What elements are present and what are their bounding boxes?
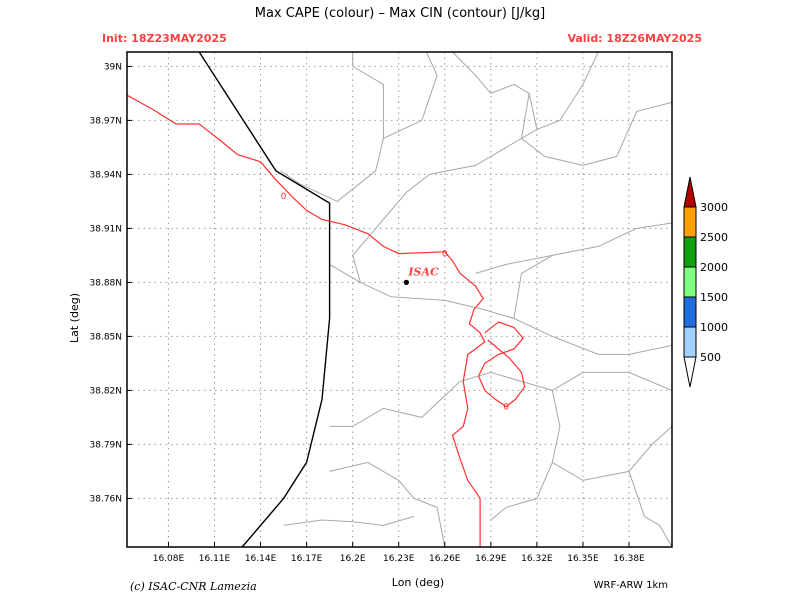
- admin-boundary-line: [329, 371, 673, 427]
- plot-frame: [126, 51, 673, 548]
- init-time-label: Init: 18Z23MAY2025: [102, 32, 227, 45]
- x-tick-label: 16.29E: [475, 554, 507, 564]
- admin-boundaries: [280, 51, 673, 548]
- colorbar-bottom-arrow: [683, 356, 697, 388]
- x-tick-label: 16.2E: [340, 554, 366, 564]
- colorbar-label: 2000: [700, 261, 728, 274]
- admin-boundary-line: [628, 471, 673, 548]
- x-tick-label: 16.38E: [613, 554, 645, 564]
- y-tick-label: 38.79N: [90, 440, 123, 450]
- x-tick-label: 16.11E: [199, 554, 231, 564]
- x-tick-label: 16.23E: [383, 554, 415, 564]
- admin-boundary-line: [283, 515, 415, 526]
- admin-boundary-line: [329, 263, 673, 355]
- station-marker-group: ISAC: [403, 265, 439, 285]
- colorbar-swatch: [683, 206, 697, 238]
- colorbar-label: 3000: [700, 201, 728, 214]
- colorbar-swatch: [683, 326, 697, 358]
- grid-lines: [127, 52, 672, 547]
- colorbar-label: 500: [700, 351, 721, 364]
- credit-text: (c) ISAC-CNR Lamezia: [130, 580, 257, 593]
- y-tick-label: 38.88N: [90, 278, 123, 288]
- admin-boundary-line: [490, 390, 561, 521]
- coastline-border-line: [198, 51, 331, 548]
- cin-contour-line: [126, 94, 486, 547]
- admin-boundary-line: [552, 426, 673, 481]
- cin-contour-label: 0: [442, 250, 448, 260]
- admin-boundary-line: [475, 222, 673, 274]
- x-tick-label: 16.08E: [153, 554, 185, 564]
- y-axis-label: Lat (deg): [68, 293, 81, 343]
- colorbar: 3000 2500 2000 1500 1000 500: [683, 176, 728, 388]
- cin-contour-label: 0: [503, 403, 509, 413]
- colorbar-label: 1000: [700, 321, 728, 334]
- x-axis-ticks: 16.08E 16.11E 16.14E 16.17E 16.2E 16.23E 16.26…: [153, 542, 645, 564]
- admin-boundary-line: [520, 93, 673, 166]
- model-label: WRF-ARW 1km: [593, 580, 668, 591]
- chart-title: Max CAPE (colour) – Max CIN (contour) [J…: [254, 6, 546, 21]
- x-axis-label: Lon (deg): [392, 576, 444, 589]
- country-border: [198, 51, 331, 548]
- cin-contour-label: 0: [281, 192, 287, 202]
- y-tick-label: 38.85N: [90, 332, 123, 342]
- x-tick-label: 16.17E: [291, 554, 323, 564]
- valid-time-label: Valid: 18Z26MAY2025: [567, 32, 702, 45]
- x-tick-label: 16.26E: [429, 554, 461, 564]
- y-tick-label: 38.97N: [90, 116, 123, 126]
- colorbar-label: 1500: [700, 291, 728, 304]
- station-marker: [403, 279, 410, 285]
- x-tick-label: 16.14E: [245, 554, 277, 564]
- cin-contours: 0 0 0: [126, 94, 526, 547]
- x-tick-label: 16.35E: [567, 554, 599, 564]
- y-tick-label: 38.91N: [90, 224, 123, 234]
- colorbar-label: 2500: [700, 231, 728, 244]
- y-tick-label: 38.82N: [90, 386, 123, 396]
- colorbar-swatch: [683, 266, 697, 298]
- y-tick-label: 38.76N: [90, 494, 123, 504]
- y-tick-label: 39N: [104, 62, 122, 72]
- admin-boundary-line: [513, 254, 553, 319]
- y-tick-label: 38.94N: [90, 170, 123, 180]
- cin-contour-line: [477, 321, 526, 408]
- y-axis-ticks: 38.76N 38.79N 38.82N 38.85N 38.88N 38.91N 38.9…: [90, 62, 132, 504]
- admin-boundary-line: [352, 128, 538, 283]
- colorbar-top-arrow: [683, 176, 697, 208]
- colorbar-swatch: [683, 296, 697, 328]
- admin-boundary-line: [329, 461, 446, 548]
- x-tick-label: 16.32E: [521, 554, 553, 564]
- colorbar-swatch: [683, 236, 697, 268]
- station-label: ISAC: [407, 265, 439, 278]
- admin-boundary-line: [383, 51, 438, 139]
- admin-boundary-line: [280, 52, 384, 202]
